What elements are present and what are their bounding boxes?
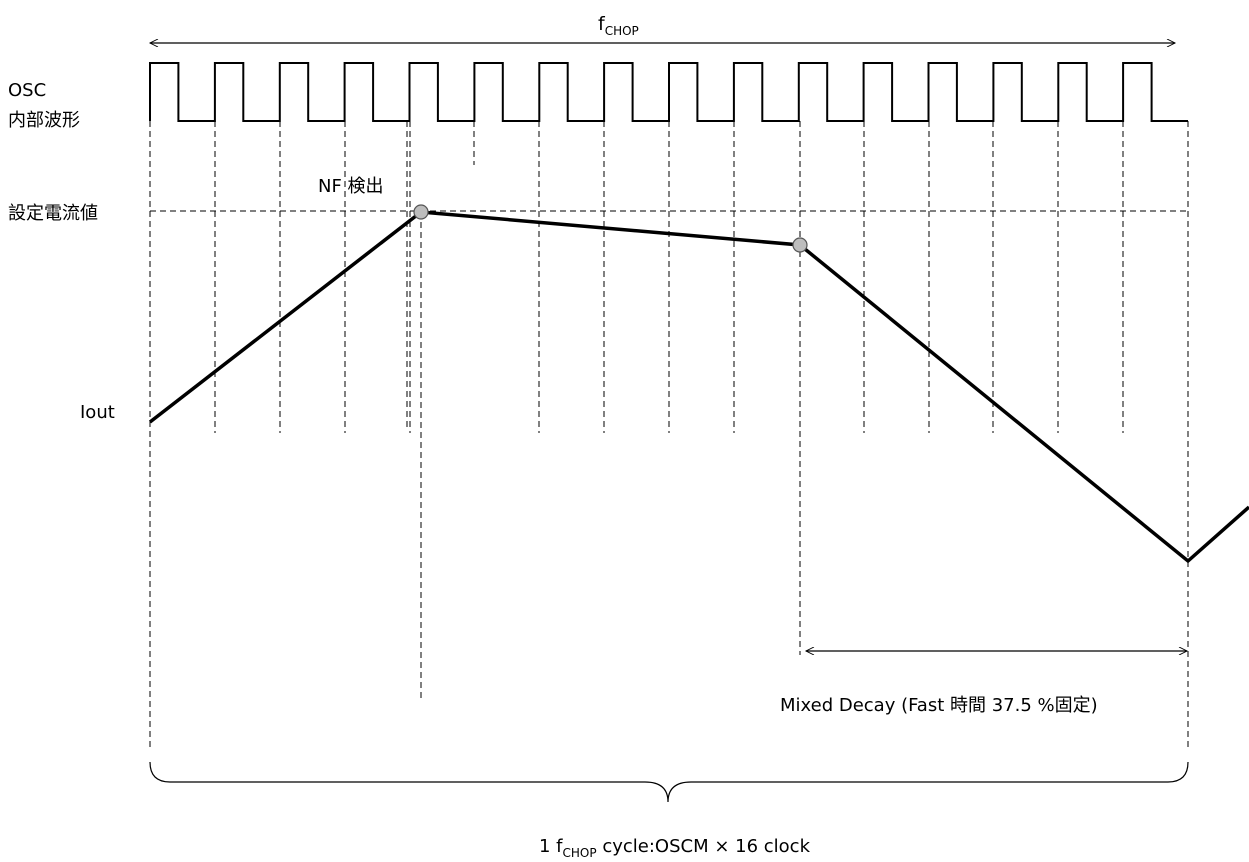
clock-edge-guides bbox=[149, 121, 1189, 750]
iout-label: Iout bbox=[80, 402, 115, 423]
nf-detect-label: NF 検出 bbox=[318, 176, 384, 197]
fchop-cycle-brace bbox=[149, 761, 1189, 803]
cycle-definition-label: 1 fCHOP cycle:OSCM × 16 clock bbox=[539, 836, 811, 860]
iout-waveform bbox=[148, 210, 1249, 564]
nf-detect-marker bbox=[413, 204, 429, 220]
mixed-decay-start-marker bbox=[792, 237, 808, 253]
fchop-label: fCHOP bbox=[598, 13, 639, 38]
osc-label: OSC bbox=[8, 80, 46, 101]
osc-waveform-label: 内部波形 bbox=[8, 110, 80, 131]
mixed-decay-label: Mixed Decay (Fast 時間 37.5 %固定) bbox=[780, 695, 1098, 716]
set-current-label: 設定電流値 bbox=[8, 203, 98, 224]
osc-internal-waveform bbox=[149, 62, 1188, 122]
